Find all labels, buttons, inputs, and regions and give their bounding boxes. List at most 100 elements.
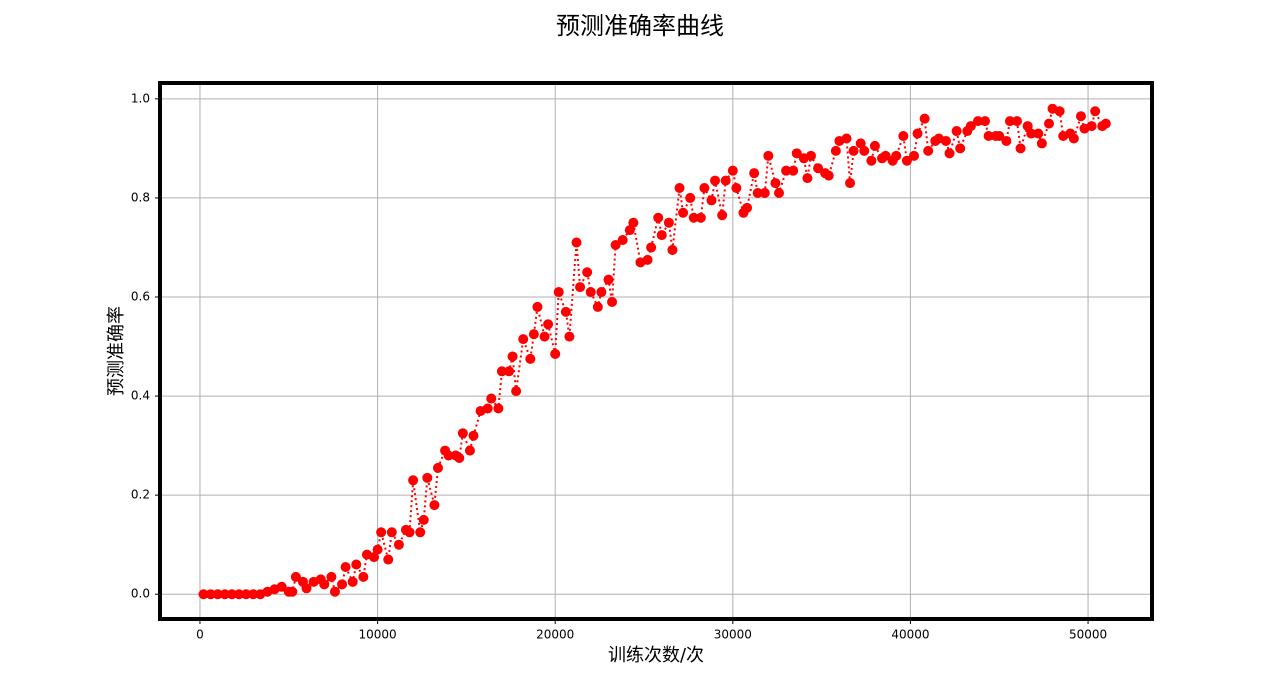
x-tick-label: 0 bbox=[196, 628, 204, 642]
data-point bbox=[813, 163, 824, 174]
y-tick-label: 0.6 bbox=[131, 290, 150, 304]
data-point bbox=[972, 116, 983, 127]
x-tick-label: 30000 bbox=[714, 628, 752, 642]
data-point bbox=[241, 589, 252, 600]
data-point bbox=[301, 583, 312, 594]
data-point bbox=[205, 589, 216, 600]
data-point bbox=[493, 403, 504, 414]
x-tick-label: 50000 bbox=[1069, 628, 1107, 642]
data-point bbox=[845, 178, 856, 189]
data-point bbox=[585, 287, 596, 298]
data-point bbox=[457, 428, 468, 439]
data-point bbox=[841, 133, 852, 144]
data-point bbox=[1022, 121, 1033, 132]
data-point bbox=[290, 571, 301, 582]
x-tick-label: 10000 bbox=[358, 628, 396, 642]
data-point bbox=[337, 579, 348, 590]
data-point bbox=[802, 173, 813, 184]
data-point bbox=[965, 121, 976, 132]
data-point bbox=[823, 170, 834, 181]
data-point bbox=[226, 589, 237, 600]
data-point bbox=[496, 366, 507, 377]
data-point bbox=[432, 462, 443, 473]
y-axis-label: 预测准确率 bbox=[106, 306, 127, 396]
data-point bbox=[1043, 118, 1054, 129]
data-point bbox=[1001, 135, 1012, 146]
data-point bbox=[408, 475, 419, 486]
data-point bbox=[940, 135, 951, 146]
data-point bbox=[560, 306, 571, 317]
data-point bbox=[543, 319, 554, 330]
data-point bbox=[372, 544, 383, 555]
data-point bbox=[994, 131, 1005, 142]
data-point bbox=[667, 244, 678, 255]
data-point bbox=[706, 195, 717, 206]
data-point bbox=[653, 212, 664, 223]
data-point bbox=[539, 331, 550, 342]
data-point bbox=[1100, 118, 1111, 129]
data-point bbox=[1086, 121, 1097, 132]
data-point bbox=[830, 145, 841, 156]
data-point bbox=[319, 579, 330, 590]
plot-frame bbox=[158, 81, 1154, 621]
data-line bbox=[203, 107, 1107, 596]
data-point bbox=[429, 500, 440, 511]
data-point bbox=[720, 175, 731, 186]
data-point bbox=[575, 282, 586, 293]
data-point bbox=[944, 148, 955, 159]
data-point bbox=[582, 267, 593, 278]
y-tick-label: 0.4 bbox=[131, 389, 150, 403]
data-point bbox=[710, 175, 721, 186]
data-point bbox=[525, 353, 536, 364]
y-tick-label: 1.0 bbox=[131, 91, 150, 105]
data-point bbox=[219, 589, 230, 600]
data-point bbox=[358, 571, 369, 582]
data-point bbox=[759, 187, 770, 198]
data-point bbox=[688, 212, 699, 223]
data-point bbox=[880, 150, 891, 161]
data-point bbox=[329, 586, 340, 597]
data-point bbox=[386, 527, 397, 538]
data-point bbox=[791, 148, 802, 159]
data-point bbox=[511, 386, 522, 397]
data-point bbox=[1015, 143, 1026, 154]
data-point bbox=[955, 143, 966, 154]
data-point bbox=[383, 554, 394, 565]
data-point bbox=[198, 589, 209, 600]
data-point bbox=[603, 274, 614, 285]
data-point bbox=[486, 393, 497, 404]
data-point bbox=[663, 217, 674, 228]
y-tick-label: 0.8 bbox=[131, 190, 150, 204]
data-point bbox=[347, 576, 358, 587]
data-point bbox=[234, 589, 245, 600]
data-point bbox=[749, 168, 760, 179]
data-point bbox=[443, 450, 454, 461]
data-point bbox=[774, 187, 785, 198]
data-point bbox=[685, 192, 696, 203]
data-point bbox=[351, 559, 362, 570]
data-point bbox=[482, 403, 493, 414]
data-point bbox=[1012, 116, 1023, 127]
data-point bbox=[642, 254, 653, 265]
data-point bbox=[742, 202, 753, 213]
data-point bbox=[553, 287, 564, 298]
data-point bbox=[369, 552, 380, 563]
data-point bbox=[340, 561, 351, 572]
data-point bbox=[898, 131, 909, 142]
data-point bbox=[454, 453, 465, 464]
data-point bbox=[859, 145, 870, 156]
data-point bbox=[727, 165, 738, 176]
chart-title: 预测准确率曲线 bbox=[556, 12, 724, 40]
data-point bbox=[418, 514, 429, 525]
data-point bbox=[983, 131, 994, 142]
data-point bbox=[848, 145, 859, 156]
data-point bbox=[951, 126, 962, 137]
data-point bbox=[1054, 106, 1065, 117]
data-point bbox=[571, 237, 582, 248]
data-point bbox=[468, 430, 479, 441]
data-point bbox=[788, 165, 799, 176]
data-point bbox=[674, 183, 685, 194]
data-point bbox=[646, 242, 657, 253]
data-point bbox=[564, 331, 575, 342]
